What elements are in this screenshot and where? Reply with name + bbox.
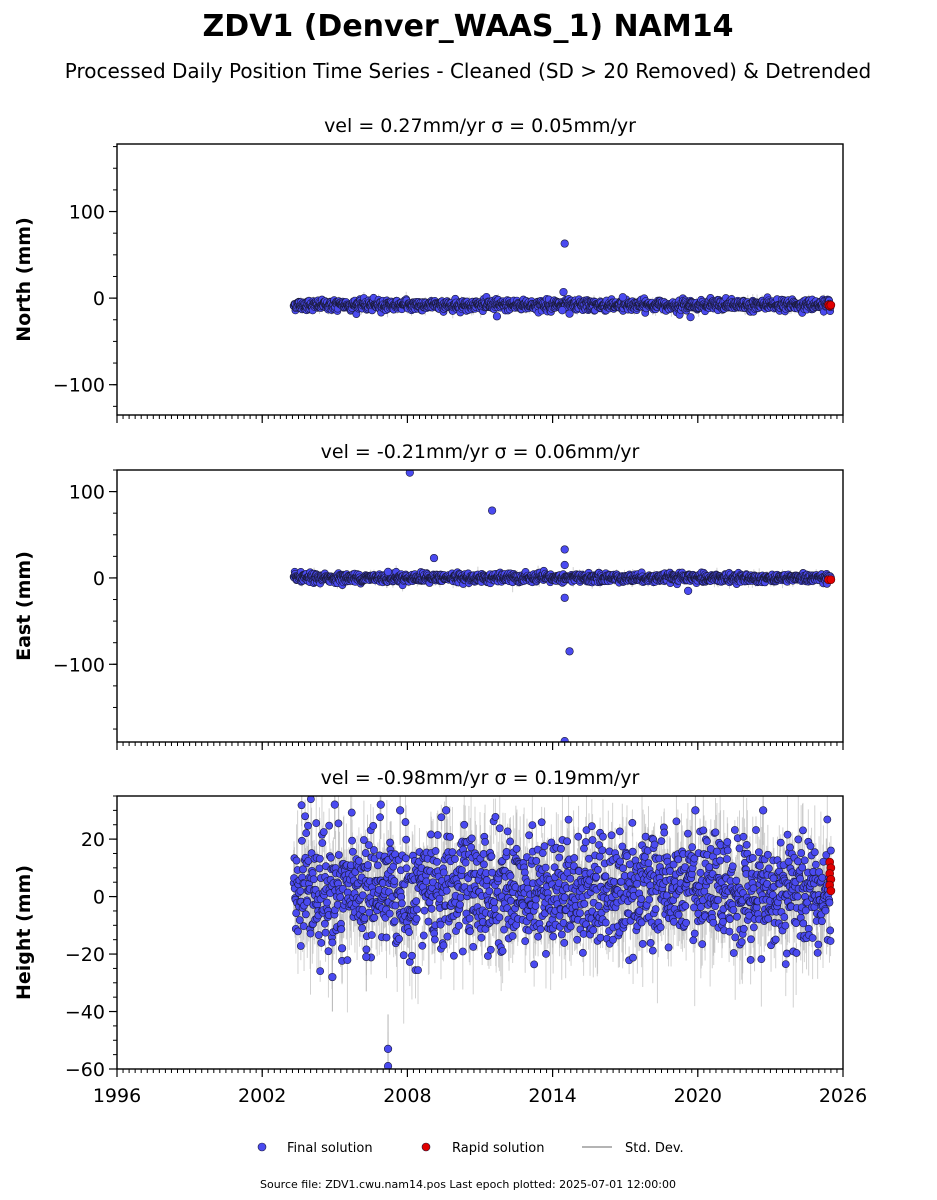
final-point (560, 239, 569, 248)
plot-area (289, 470, 836, 742)
y-tick-label: 0 (93, 288, 105, 310)
panel-title: vel = 0.27mm/yr σ = 0.05mm/yr (324, 115, 636, 137)
final-series (289, 470, 835, 742)
plot-frame (116, 143, 844, 416)
final-series (289, 239, 835, 322)
figure-title: ZDV1 (Denver_WAAS_1) NAM14 (203, 9, 734, 44)
rapid-series (824, 300, 836, 311)
figure-subtitle: Processed Daily Position Time Series - C… (65, 59, 871, 83)
panel-title: vel = -0.21mm/yr σ = 0.06mm/yr (321, 441, 640, 463)
rapid-point (826, 300, 836, 310)
stddev-lines (293, 470, 832, 742)
final-point (565, 309, 574, 318)
final-point (558, 306, 567, 315)
plot-area (289, 239, 836, 322)
final-point (559, 287, 568, 297)
y-tick-label: −100 (53, 375, 105, 397)
y-axis-label: North (mm) (13, 217, 35, 342)
final-point (686, 313, 695, 322)
y-axis-label: East (mm) (13, 551, 35, 661)
y-axis: −100 0 100 (53, 146, 117, 407)
final-point (618, 293, 627, 302)
x-axis (116, 415, 844, 423)
y-tick-label: 100 (69, 202, 105, 224)
final-point (492, 312, 502, 321)
